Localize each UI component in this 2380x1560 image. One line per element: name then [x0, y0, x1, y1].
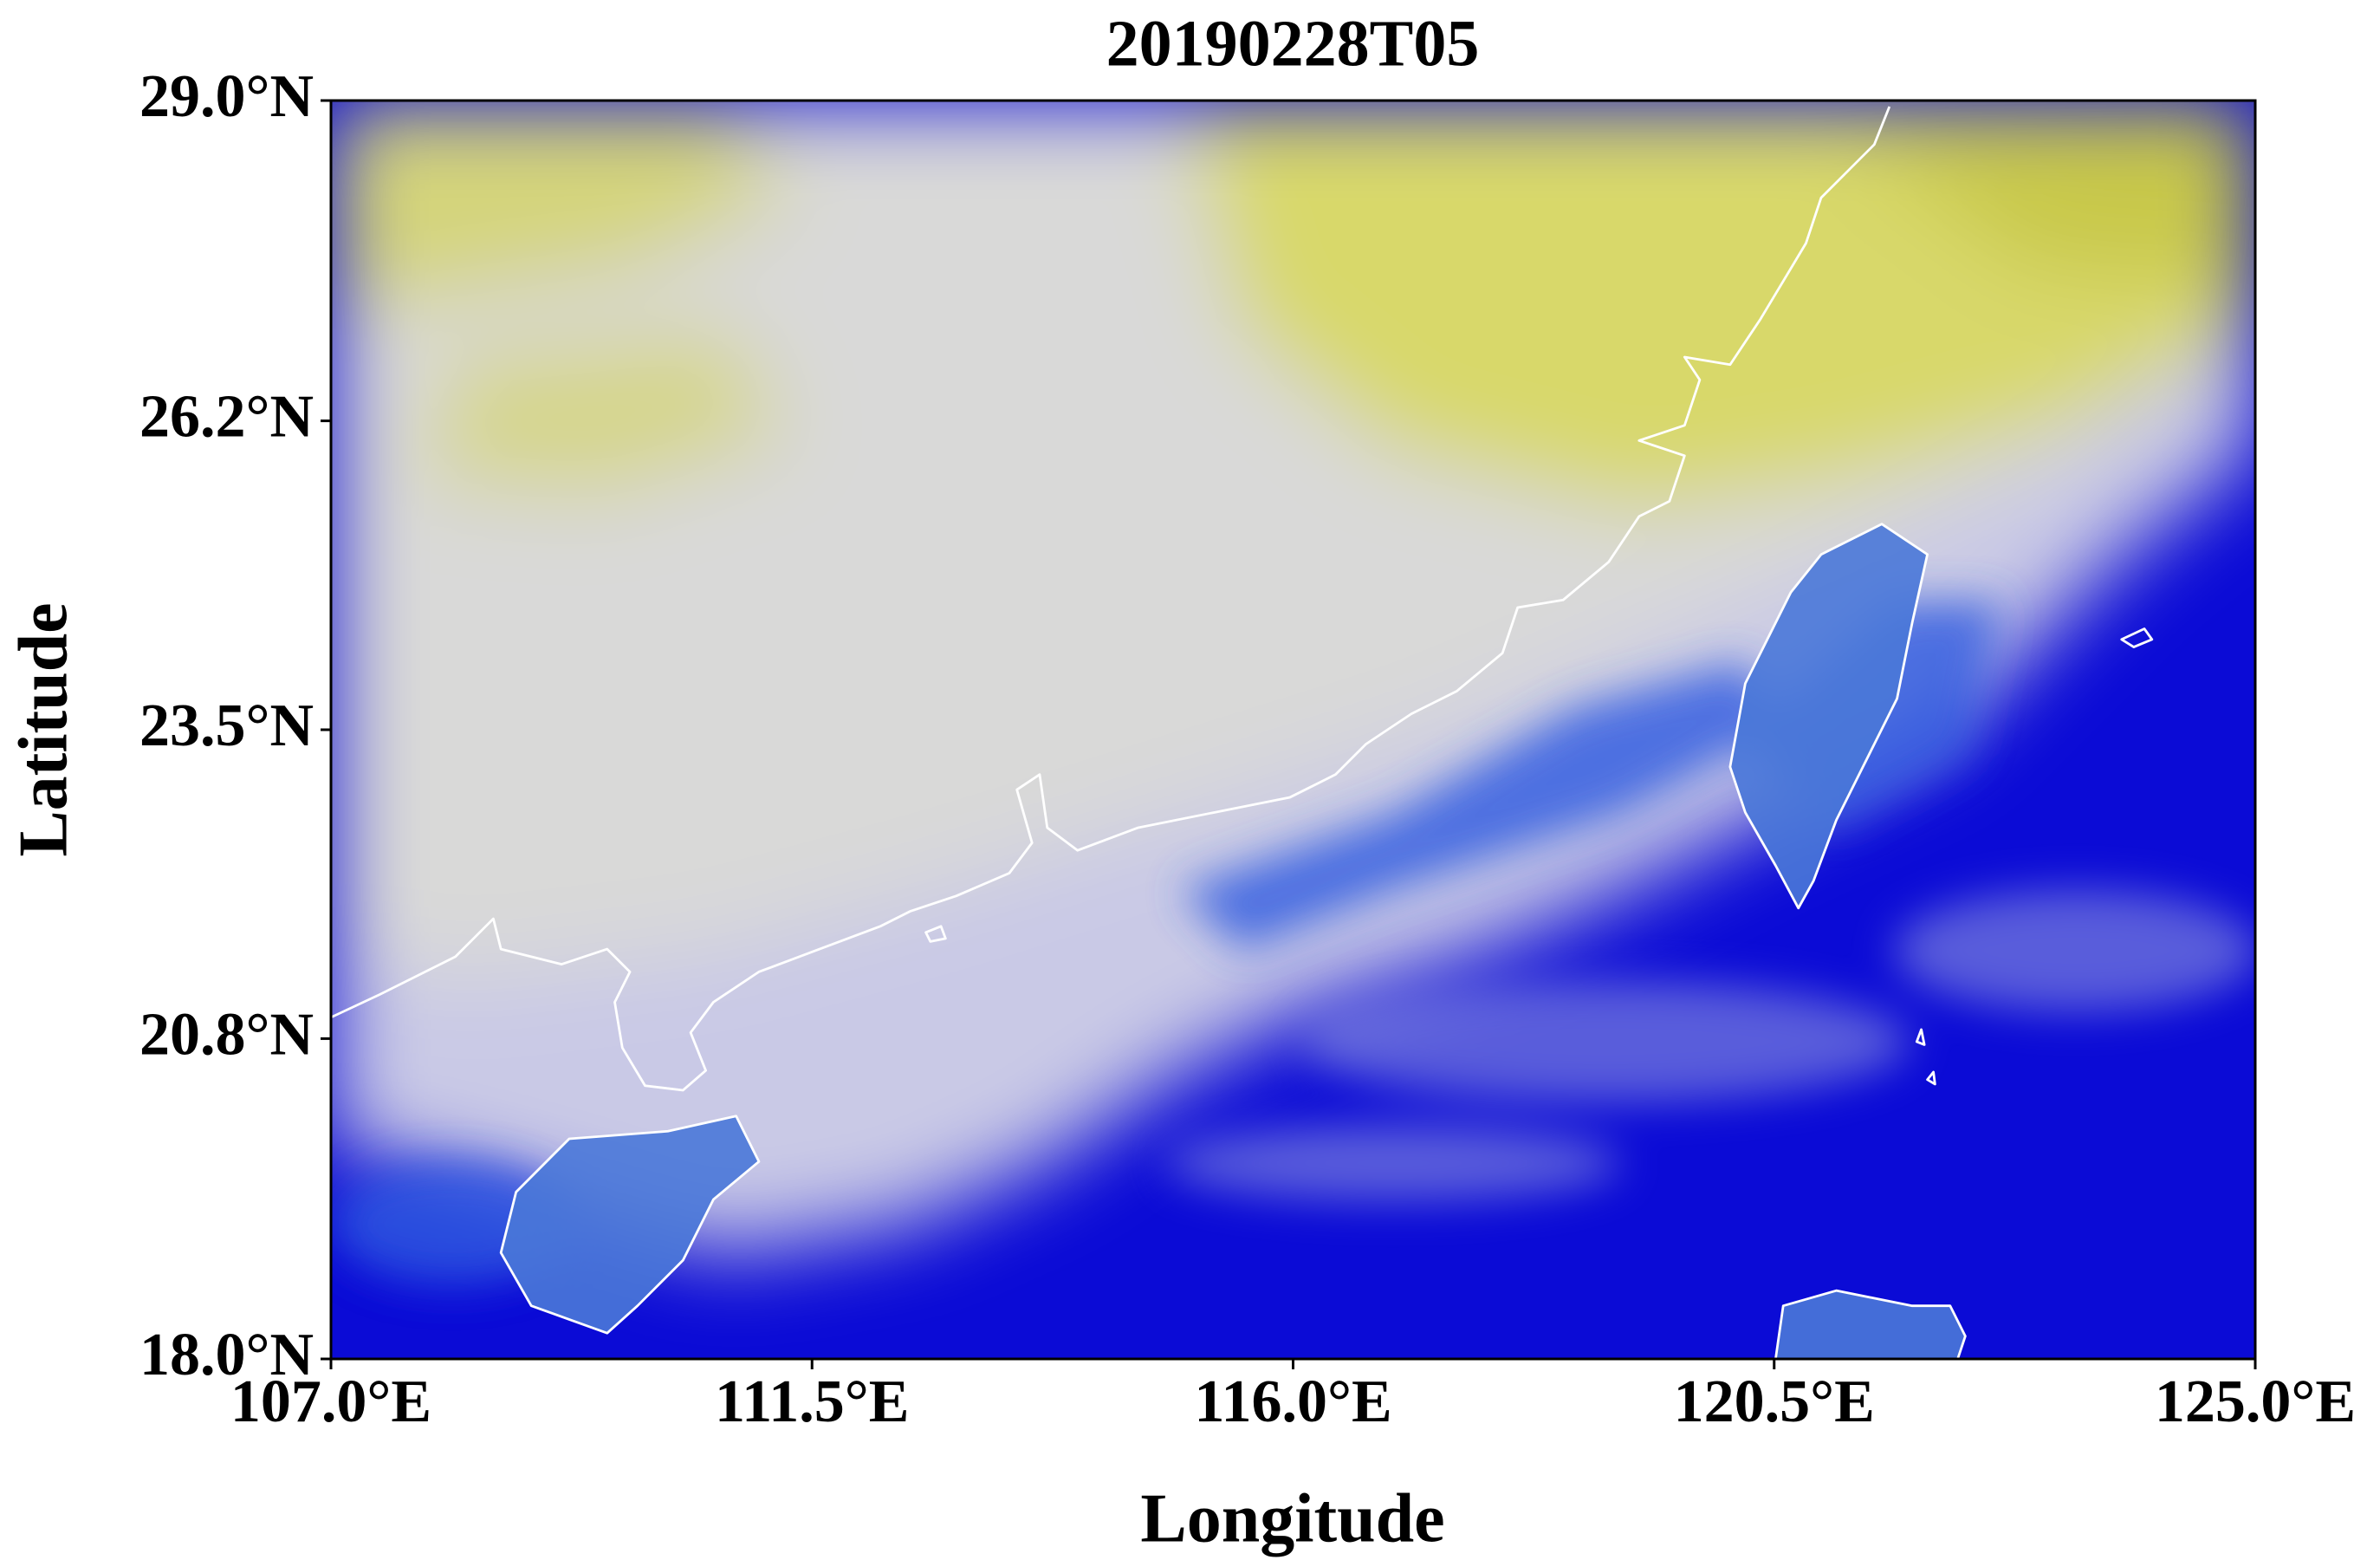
y-axis-label: Latitude: [5, 602, 81, 856]
x-tick-label: 111.5°E: [715, 1368, 909, 1435]
y-tick-label: 23.5°N: [139, 692, 314, 759]
x-tick-label: 125.0°E: [2155, 1368, 2356, 1435]
y-tick-label: 18.0°N: [139, 1322, 314, 1388]
x-tick-label: 116.0°E: [1194, 1368, 1391, 1435]
x-axis-label: Longitude: [1140, 1480, 1444, 1557]
y-tick-label: 20.8°N: [139, 1001, 314, 1068]
x-tick-label: 107.0°E: [230, 1368, 431, 1435]
x-tick-label: 120.5°E: [1674, 1368, 1875, 1435]
satellite-image: [331, 101, 2255, 1359]
y-tick-label: 29.0°N: [139, 63, 314, 130]
chart-title: 20190228T05: [1106, 7, 1480, 80]
y-tick-label: 26.2°N: [139, 384, 314, 451]
